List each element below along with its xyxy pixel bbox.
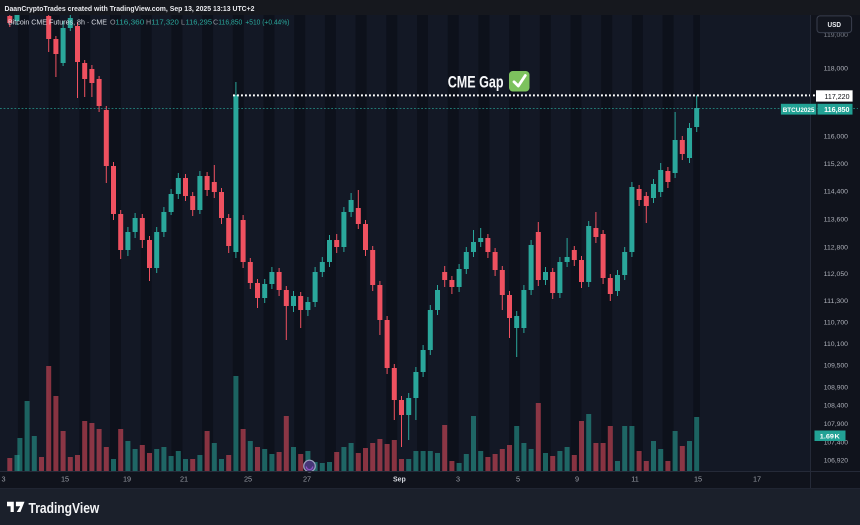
svg-text:116,000: 116,000 xyxy=(824,133,849,140)
svg-text:+510 (+0.44%): +510 (+0.44%) xyxy=(245,18,289,26)
svg-text:3: 3 xyxy=(456,475,460,484)
svg-text:H: H xyxy=(146,18,151,26)
svg-text:11: 11 xyxy=(631,475,639,484)
svg-text:114,400: 114,400 xyxy=(824,189,849,196)
svg-text:106,920: 106,920 xyxy=(824,457,849,464)
svg-text:108,400: 108,400 xyxy=(824,403,849,410)
svg-text:111,300: 111,300 xyxy=(824,298,849,305)
svg-text:DaanCryptoTrades created with: DaanCryptoTrades created with TradingVie… xyxy=(5,4,255,13)
svg-text:17: 17 xyxy=(753,475,761,484)
svg-text:21: 21 xyxy=(180,475,188,484)
svg-text:1.69 K: 1.69 K xyxy=(820,434,840,441)
svg-text:109,500: 109,500 xyxy=(824,363,849,370)
svg-text:107,400: 107,400 xyxy=(824,440,849,447)
svg-text:15: 15 xyxy=(694,475,702,484)
svg-text:CME Gap: CME Gap xyxy=(448,73,504,92)
svg-text:9: 9 xyxy=(575,475,579,484)
svg-text:115,200: 115,200 xyxy=(824,161,849,168)
svg-text:C: C xyxy=(213,18,218,26)
svg-text:19: 19 xyxy=(123,475,131,484)
svg-text:116,850: 116,850 xyxy=(824,107,850,114)
svg-text:116,850: 116,850 xyxy=(218,18,242,26)
svg-text:108,900: 108,900 xyxy=(824,384,849,391)
svg-text:110,700: 110,700 xyxy=(824,319,849,326)
svg-text:BTCU2025: BTCU2025 xyxy=(783,107,815,114)
svg-text:107,900: 107,900 xyxy=(824,421,849,428)
svg-text:Bitcoin CME Futures, 8h · CME: Bitcoin CME Futures, 8h · CME xyxy=(8,18,107,26)
svg-text:113,600: 113,600 xyxy=(824,217,849,224)
svg-text:Sep: Sep xyxy=(393,475,406,484)
svg-text:15: 15 xyxy=(61,475,69,484)
svg-text:118,000: 118,000 xyxy=(824,66,849,73)
svg-text:112,050: 112,050 xyxy=(824,271,849,278)
svg-text:116,295: 116,295 xyxy=(186,18,213,26)
svg-text:5: 5 xyxy=(516,475,520,484)
svg-text:25: 25 xyxy=(244,475,252,484)
svg-text:27: 27 xyxy=(303,475,311,484)
svg-text:USD: USD xyxy=(828,20,842,29)
svg-text:L: L xyxy=(181,18,185,26)
svg-text:119,000: 119,000 xyxy=(824,32,849,39)
svg-text:TradingView: TradingView xyxy=(29,501,100,517)
svg-text:110,100: 110,100 xyxy=(824,341,849,348)
svg-text:117,220: 117,220 xyxy=(825,94,850,101)
svg-text:116,360: 116,360 xyxy=(115,18,144,26)
svg-text:112,800: 112,800 xyxy=(824,245,849,252)
svg-text:3: 3 xyxy=(1,475,5,484)
svg-text:O: O xyxy=(110,18,116,26)
svg-text:117,320: 117,320 xyxy=(151,18,179,26)
